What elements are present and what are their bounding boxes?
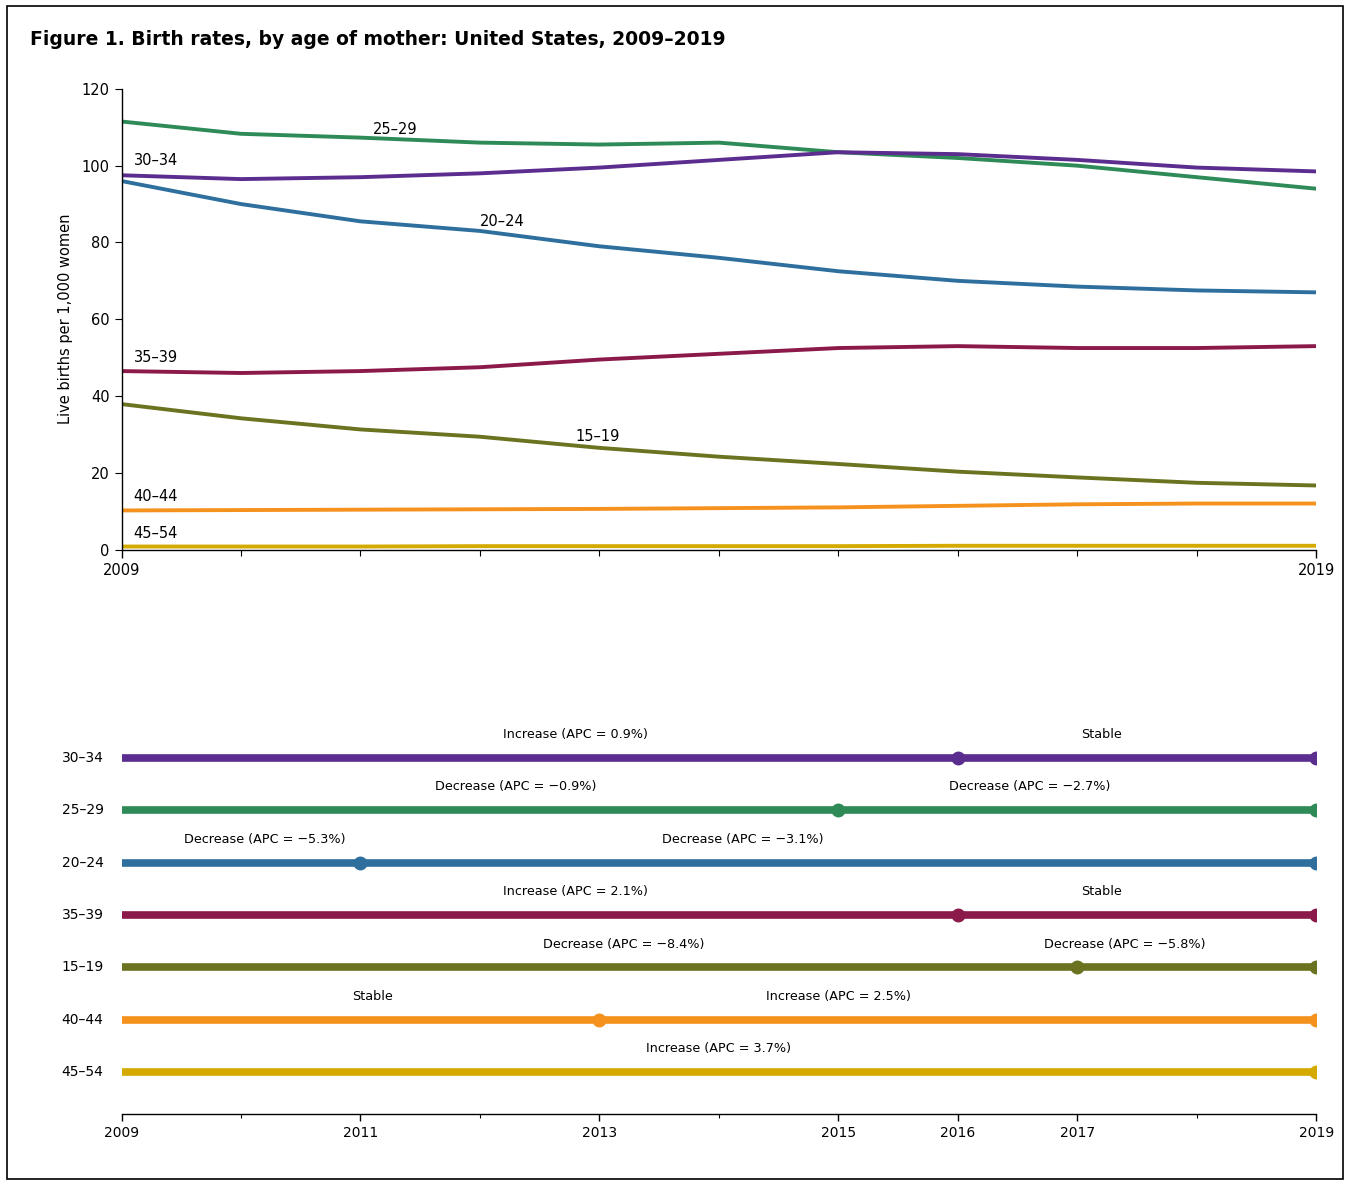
Text: 40–44: 40–44: [134, 488, 178, 504]
Text: Increase (APC = 0.9%): Increase (APC = 0.9%): [504, 728, 648, 741]
Text: Increase (APC = 3.7%): Increase (APC = 3.7%): [647, 1043, 791, 1056]
Text: 30–34: 30–34: [62, 751, 104, 764]
Text: 45–54: 45–54: [134, 526, 178, 542]
Text: Stable: Stable: [352, 989, 393, 1003]
Text: 45–54: 45–54: [62, 1065, 104, 1080]
Text: Decrease (APC = −5.8%): Decrease (APC = −5.8%): [1045, 937, 1206, 950]
Text: Decrease (APC = −5.3%): Decrease (APC = −5.3%): [184, 833, 346, 846]
Text: 40–44: 40–44: [62, 1013, 104, 1026]
Text: Decrease (APC = −2.7%): Decrease (APC = −2.7%): [949, 781, 1110, 794]
Text: Increase (APC = 2.1%): Increase (APC = 2.1%): [504, 885, 648, 898]
Text: 15–19: 15–19: [61, 960, 104, 974]
Text: Decrease (APC = −3.1%): Decrease (APC = −3.1%): [662, 833, 824, 846]
Y-axis label: Live births per 1,000 women: Live births per 1,000 women: [58, 214, 73, 424]
Text: 25–29: 25–29: [373, 122, 417, 137]
Text: Decrease (APC = −8.4%): Decrease (APC = −8.4%): [543, 937, 703, 950]
Text: 20–24: 20–24: [62, 856, 104, 870]
Text: 15–19: 15–19: [575, 429, 620, 444]
Text: 35–39: 35–39: [62, 908, 104, 922]
Text: Increase (APC = 2.5%): Increase (APC = 2.5%): [765, 989, 911, 1003]
Text: 25–29: 25–29: [62, 803, 104, 818]
Text: Stable: Stable: [1081, 885, 1122, 898]
Text: 20–24: 20–24: [481, 214, 525, 229]
Text: Figure 1. Birth rates, by age of mother: United States, 2009–2019: Figure 1. Birth rates, by age of mother:…: [30, 30, 725, 49]
Text: 35–39: 35–39: [134, 351, 178, 365]
Text: Stable: Stable: [1081, 728, 1122, 741]
Text: 30–34: 30–34: [134, 153, 178, 167]
Text: Decrease (APC = −0.9%): Decrease (APC = −0.9%): [435, 781, 597, 794]
